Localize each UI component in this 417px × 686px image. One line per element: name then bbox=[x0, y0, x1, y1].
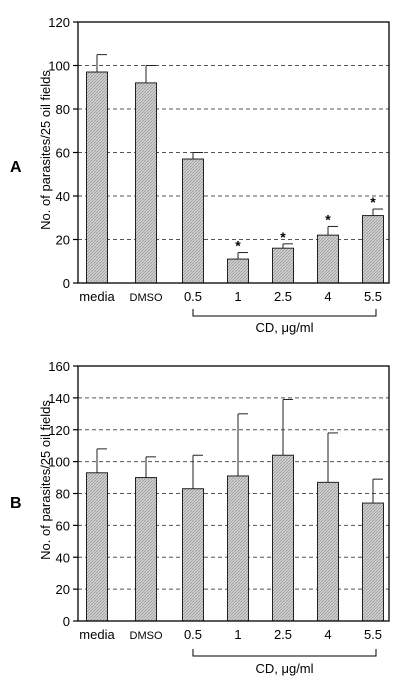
x-tick-label: 4 bbox=[324, 627, 331, 642]
panel-label-b: B bbox=[10, 495, 22, 512]
gridlines-a bbox=[78, 65, 389, 240]
x-tick-label: 2.5 bbox=[274, 627, 292, 642]
y-tick-label: 40 bbox=[56, 550, 70, 565]
y-axis-label-a: No. of parasites/25 oil fields bbox=[38, 70, 53, 230]
y-tick-label: 80 bbox=[56, 102, 70, 117]
bar bbox=[135, 82, 157, 284]
panel-label-a: A bbox=[10, 159, 22, 176]
plot-frame bbox=[77, 21, 390, 284]
bar bbox=[317, 481, 339, 622]
group-bracket-a bbox=[192, 309, 377, 317]
bars-a: * * * * bbox=[86, 54, 384, 284]
bar bbox=[317, 234, 339, 284]
x-tick-label: 2.5 bbox=[274, 289, 292, 304]
y-tick-label: 160 bbox=[48, 359, 70, 374]
bar bbox=[272, 247, 294, 284]
group-label-b: CD, μg/ml bbox=[255, 661, 313, 676]
y-tick-label: 0 bbox=[63, 276, 70, 291]
plot-frame-b bbox=[77, 365, 390, 622]
x-ticks-b: media DMSO 0.5 1 2.5 4 5.5 bbox=[79, 627, 382, 642]
x-tick-label: 1 bbox=[234, 627, 241, 642]
x-tick-label: DMSO bbox=[130, 292, 163, 304]
bar bbox=[86, 71, 108, 284]
x-tick-label: 0.5 bbox=[184, 289, 202, 304]
group-label-a: CD, μg/ml bbox=[255, 320, 313, 335]
significance-mark: * bbox=[280, 229, 286, 245]
bars-b bbox=[86, 398, 384, 622]
y-axis-label-b: No. of parasites/25 oil fields bbox=[38, 400, 53, 560]
x-ticks-a: media DMSO 0.5 1 2.5 4 5.5 bbox=[79, 289, 382, 304]
x-tick-label: media bbox=[79, 289, 115, 304]
bar bbox=[135, 477, 157, 622]
y-tick-label: 120 bbox=[48, 15, 70, 30]
group-bracket-line bbox=[192, 309, 377, 317]
y-tick-label: 40 bbox=[56, 189, 70, 204]
y-tick-label: 20 bbox=[56, 233, 70, 248]
bar bbox=[362, 215, 384, 284]
y-tick-label: 0 bbox=[63, 614, 70, 629]
plot-frame bbox=[77, 365, 390, 622]
x-tick-label: 0.5 bbox=[184, 627, 202, 642]
y-tick-label: 100 bbox=[48, 59, 70, 74]
chart-panel-b: B No. of parasites/25 oil fields 0 20 40 60… bbox=[10, 359, 390, 676]
bar bbox=[182, 488, 204, 622]
x-tick-label: 1 bbox=[234, 289, 241, 304]
x-tick-label: 5.5 bbox=[364, 289, 382, 304]
group-bracket-line bbox=[192, 649, 377, 657]
y-tick-label: 20 bbox=[56, 582, 70, 597]
x-tick-label: DMSO bbox=[130, 630, 163, 642]
x-tick-label: 5.5 bbox=[364, 627, 382, 642]
significance-mark: * bbox=[325, 211, 331, 227]
bar bbox=[86, 472, 108, 622]
plot-frame-a bbox=[77, 21, 390, 284]
y-tick-label: 140 bbox=[48, 391, 70, 406]
x-tick-label: media bbox=[79, 627, 115, 642]
y-ticks-a: 0 20 40 60 80 100 120 bbox=[48, 15, 78, 291]
y-ticks-b: 0 20 40 60 80 100 120 140 160 bbox=[48, 359, 78, 629]
group-bracket-b bbox=[192, 649, 377, 657]
bar bbox=[227, 258, 249, 284]
bar bbox=[272, 454, 294, 622]
y-tick-label: 100 bbox=[48, 455, 70, 470]
y-tick-label: 60 bbox=[56, 146, 70, 161]
y-tick-label: 120 bbox=[48, 423, 70, 438]
bar bbox=[227, 475, 249, 622]
bar bbox=[362, 502, 384, 622]
significance-mark: * bbox=[235, 238, 241, 254]
bar bbox=[182, 158, 204, 284]
y-tick-label: 60 bbox=[56, 518, 70, 533]
significance-mark: * bbox=[370, 194, 376, 210]
x-tick-label: 4 bbox=[324, 289, 331, 304]
y-tick-label: 80 bbox=[56, 487, 70, 502]
chart-panel-a: A No. of parasites/25 oil fields * * * * 0 2… bbox=[10, 15, 390, 335]
